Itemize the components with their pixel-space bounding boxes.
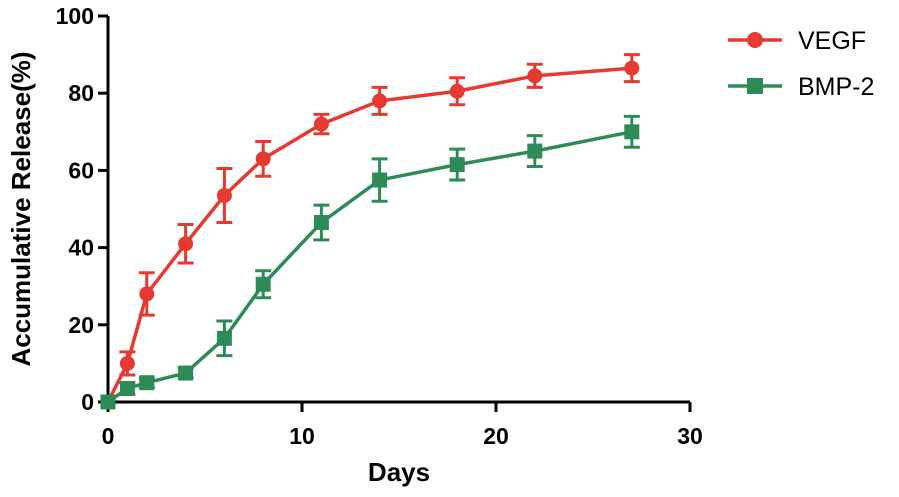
data-point: [372, 172, 388, 188]
x-axis-title: Days: [368, 457, 430, 487]
data-point: [178, 236, 194, 252]
data-point: [449, 157, 465, 173]
data-point: [449, 83, 465, 99]
y-tick-label: 20: [68, 312, 94, 338]
data-point: [624, 60, 640, 76]
data-point: [372, 93, 388, 109]
legend: VEGF BMP-2: [728, 27, 874, 101]
data-point: [178, 365, 194, 381]
series-bmp-2: [100, 114, 640, 410]
x-tick-label: 0: [102, 423, 115, 449]
data-point: [216, 330, 232, 346]
y-axis-title: Accumulative Release(%): [6, 51, 36, 366]
legend-label: VEGF: [798, 27, 866, 55]
data-point: [313, 215, 329, 231]
y-tick-label: 40: [68, 235, 94, 261]
series-vegf: [100, 53, 640, 410]
legend-label: BMP-2: [798, 73, 874, 101]
data-point: [119, 380, 135, 396]
series-line: [106, 130, 633, 404]
legend-marker: [747, 32, 763, 48]
data-point: [527, 68, 543, 84]
data-point: [119, 355, 135, 371]
data-point: [100, 394, 116, 410]
legend-marker: [747, 78, 763, 94]
x-tick-label: 30: [677, 423, 703, 449]
data-point: [139, 286, 155, 302]
data-point: [139, 375, 155, 391]
data-point: [313, 116, 329, 132]
y-tick-label: 100: [56, 3, 94, 29]
x-tick-label: 10: [289, 423, 315, 449]
y-tick-label: 0: [81, 389, 94, 415]
axes: [98, 16, 690, 412]
legend-item: VEGF: [728, 27, 866, 55]
data-point: [624, 124, 640, 140]
ticks: 0 20 40 60 80 100 0 10 20 30: [56, 3, 703, 449]
x-tick-label: 20: [483, 423, 509, 449]
data-point: [527, 143, 543, 159]
y-tick-label: 80: [68, 80, 94, 106]
data-point: [255, 276, 271, 292]
legend-item: BMP-2: [728, 73, 874, 101]
data-point: [255, 151, 271, 167]
y-tick-label: 60: [68, 157, 94, 183]
series-layer: [100, 53, 640, 410]
data-point: [216, 187, 232, 203]
